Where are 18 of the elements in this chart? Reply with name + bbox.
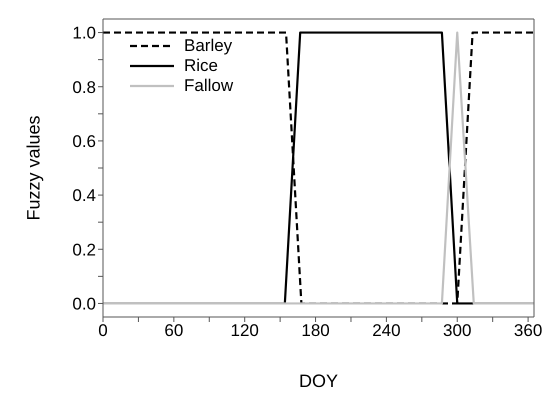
x-tick-label: 120 [230,321,259,340]
x-tick-label: 60 [164,321,184,340]
legend-label: Barley [184,36,232,56]
x-tick-label: 300 [443,321,472,340]
y-tick-label: 0.4 [72,186,96,206]
y-tick-label: 0.0 [72,294,96,314]
x-tick-label: 0 [98,321,108,340]
x-tick-label: 180 [301,321,330,340]
legend-label: Fallow [184,76,234,96]
legend-label: Rice [184,56,218,76]
x-tick-label: 240 [372,321,401,340]
y-tick-label: 0.6 [72,132,96,151]
x-tick-label: 360 [514,321,542,340]
y-tick-label: 0.2 [72,240,96,260]
y-tick-label: 1.0 [72,24,96,43]
x-axis-title: DOY [298,371,338,391]
y-axis-title: Fuzzy values [23,115,44,221]
y-tick-label: 0.8 [72,78,96,97]
